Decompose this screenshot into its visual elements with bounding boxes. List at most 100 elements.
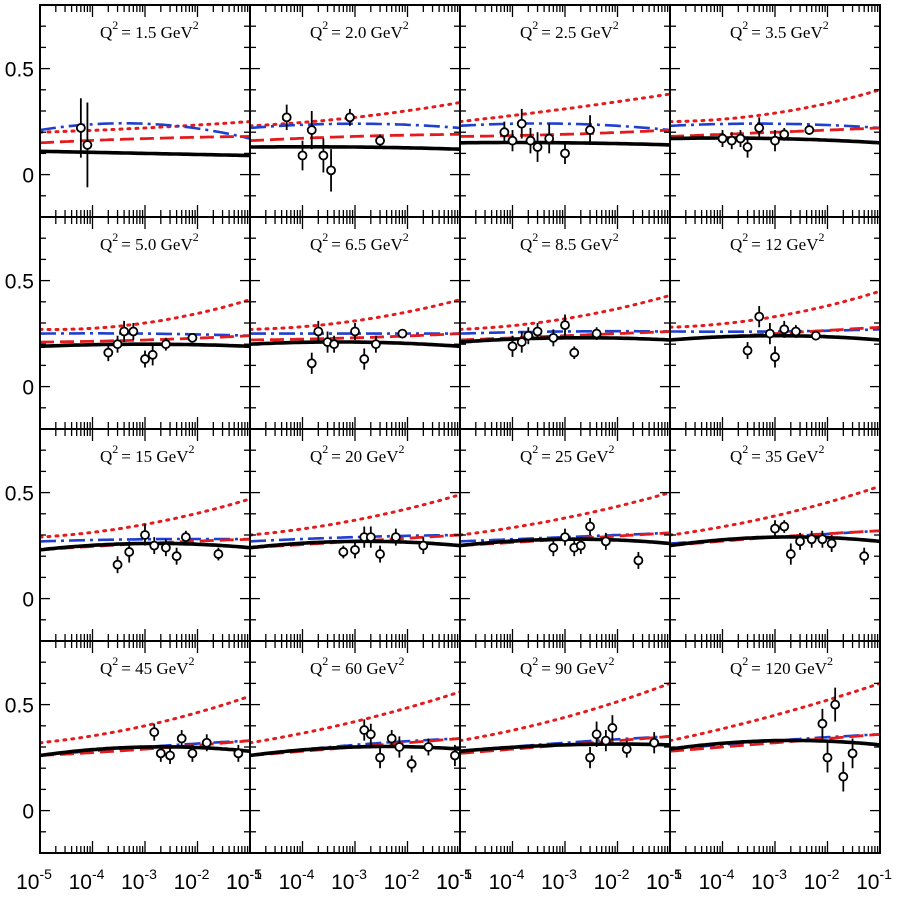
curve-dashed [670,732,880,753]
data-marker [124,547,135,557]
data-marker [516,337,527,347]
data-point [119,320,130,343]
data-marker [633,555,644,566]
q2-label: Q2 = 3.5 GeV2 [730,18,829,42]
data-point [499,121,510,143]
q2-label: Q2 = 35 GeV2 [730,442,824,466]
data-marker [560,148,570,159]
data-point [804,125,815,135]
data-point [171,547,182,565]
data-point [859,547,870,565]
data-marker [359,725,370,735]
curve-dashdot [670,328,880,333]
data-point [306,111,317,150]
gev-superscript: 2 [818,442,824,456]
data-marker [375,549,385,559]
x-tick-label: 10-4 [699,866,735,894]
data-point [525,127,536,154]
x-tick-label: 10-1 [856,866,892,894]
q-value: = 35 GeV [751,447,819,466]
curve-dotted [250,493,460,537]
data-point [75,98,86,158]
data-point [735,130,746,148]
panel-ticks [250,5,460,217]
data-point [329,335,340,353]
data-marker [297,150,308,161]
q-superscript: 2 [322,442,328,456]
panel [40,298,250,368]
data-point [785,543,796,565]
x-tick-label: 10-3 [751,866,787,894]
data-marker [112,559,123,570]
x-tick-exponent: -2 [617,866,630,882]
data-point [160,337,171,351]
panel-ticks [460,429,670,641]
data-marker [306,358,317,369]
x-tick-base: 10 [436,871,459,894]
data-marker [345,112,355,123]
data-point [297,140,308,171]
data-point [128,323,139,340]
data-marker [560,532,570,543]
q-text: Q [520,447,532,466]
data-marker [338,547,349,557]
gev-superscript: 2 [823,18,829,32]
q-value: = 2.5 GeV [541,23,613,42]
panel-ticks [670,217,880,429]
panel [670,484,880,565]
x-tick-exponent: -5 [249,866,262,882]
q-value: = 3.5 GeV [751,23,823,42]
curve-dashdot [460,531,670,543]
q-superscript: 2 [532,442,538,456]
panel-ticks [40,429,250,641]
q2-label: Q2 = 25 GeV2 [520,442,614,466]
q2-label: Q2 = 20 GeV2 [310,442,404,466]
data-point [313,320,324,343]
curve-dotted [250,298,460,331]
curve-dashed [250,132,460,143]
data-point [607,715,618,741]
curve-dotted [40,694,250,745]
x-tick-exponent: -3 [354,866,367,882]
data-point [345,108,355,126]
x-tick-base: 10 [856,871,879,894]
data-point [213,547,224,561]
q-text: Q [520,235,532,254]
data-point [450,744,460,767]
data-marker [499,127,510,138]
x-tick-label: 10-2 [594,866,630,894]
panel-ticks [250,429,460,641]
curve-dotted [670,681,880,743]
data-marker [806,534,817,545]
data-marker [754,123,765,133]
data-marker [165,750,175,761]
x-tick-label: 10-3 [541,866,577,894]
data-marker [350,544,360,555]
curve-dashdot [460,122,670,132]
data-point [600,730,611,752]
gev-superscript: 2 [188,442,194,456]
q-value: = 120 GeV [751,659,827,678]
data-point [350,541,360,559]
data-marker [779,521,790,532]
data-point [770,346,780,368]
curve-dotted [40,298,250,331]
q-superscript: 2 [322,18,328,32]
x-tick-exponent: -5 [459,866,472,882]
data-marker [532,326,543,337]
q-text: Q [310,235,322,254]
data-marker [779,129,790,140]
data-point [754,306,765,328]
data-point [591,721,602,747]
x-tick-label: 10-4 [489,866,525,894]
x-tick-base: 10 [384,871,407,894]
data-point [817,708,828,739]
data-marker [742,142,753,152]
data-marker [859,551,870,562]
data-marker [350,326,360,337]
x-tick-label: 10-1 [646,866,682,894]
x-tick-exponent: -4 [512,866,525,882]
q-text: Q [730,659,742,678]
data-point [826,535,837,552]
curve-dotted [250,690,460,745]
